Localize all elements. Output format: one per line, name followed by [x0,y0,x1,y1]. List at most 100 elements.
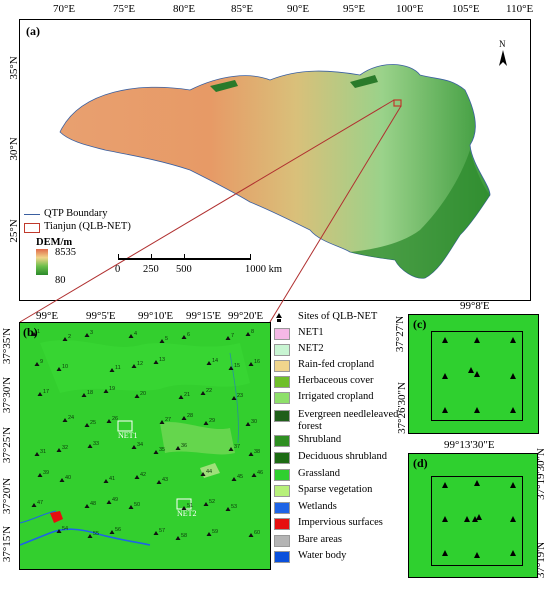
site-marker [56,529,62,533]
site-marker [175,446,181,450]
site-number: 29 [209,418,215,424]
lon-tick-75: 75°E [113,3,136,15]
site-marker [84,504,90,508]
north-arrow-icon [499,50,507,66]
site-number: 58 [181,533,187,539]
panel-c-map: (c) [408,314,539,434]
site-marker [59,478,65,482]
legend-swatch [274,344,290,356]
legend-label: Sparse vegetation [298,484,373,495]
site-number: 16 [254,359,260,365]
site-marker [134,394,140,398]
b-lon-1: 99°5'E [86,310,116,322]
panel-a-legend: QTP Boundary Tianjun (QLB-NET) DEM/m [24,208,164,268]
legend-label: NET2 [298,343,324,354]
legend-label: Herbaceous cover [298,375,374,386]
site-marker [181,335,187,339]
site-number: 35 [159,447,165,453]
site-number: 44 [206,469,212,475]
site-marker [56,448,62,452]
net1-label: NET1 [118,431,138,440]
site-number: 26 [112,416,118,422]
site-number: 9 [40,359,43,365]
site-marker [62,337,68,341]
legend-swatch [274,535,290,547]
site-number: 56 [115,527,121,533]
site-marker [245,422,251,426]
site-number: 17 [43,389,49,395]
site-marker [175,536,181,540]
site-number: 42 [140,472,146,478]
site-number: 2 [68,334,71,340]
site-marker [228,366,234,370]
site-marker [248,362,254,366]
panel-c-sites [442,337,516,413]
legend-label: Water body [298,550,347,561]
site-marker [103,479,109,483]
site-number: 24 [68,415,74,421]
c-lat-top: 37°27'N [394,315,406,353]
lon-tick-110: 110°E [506,3,534,15]
site-number: 48 [90,501,96,507]
legend-boundary-label: QTP Boundary [44,208,108,219]
site-marker [109,368,115,372]
site-marker [181,416,187,420]
scale-500: 500 [176,264,192,275]
legend-label: Sites of QLB-NET [298,311,378,322]
site-marker [225,336,231,340]
c-lon: 99°8'E [460,300,490,312]
site-number: 39 [43,470,49,476]
lon-tick-95: 95°E [343,3,366,15]
b-lat-2: 37°25'N [1,426,13,464]
b-lat-4: 37°15'N [1,525,13,563]
legend-swatch [274,376,290,388]
legend-swatch [274,551,290,563]
site-marker [87,534,93,538]
legend-label: Shrubland [298,434,342,445]
site-marker [159,420,165,424]
site-number: 10 [62,364,68,370]
site-number: 38 [254,449,260,455]
panel-b-label: (b) [23,325,38,339]
site-number: 6 [187,332,190,338]
site-marker [128,505,134,509]
site-marker [181,506,187,510]
site-marker [248,452,254,456]
lat-tick-35: 35°N [8,56,20,80]
lon-tick-70: 70°E [53,3,76,15]
site-number: 21 [184,392,190,398]
site-number: 33 [93,441,99,447]
site-number: 11 [115,365,121,371]
site-marker [109,530,115,534]
legend-label: Rain-fed cropland [298,359,375,370]
site-marker [225,507,231,511]
scale-250: 250 [143,264,159,275]
lon-tick-85: 85°E [231,3,254,15]
site-marker [31,332,37,336]
site-number: 31 [40,449,46,455]
site-marker [206,532,212,536]
site-number: 34 [137,442,143,448]
legend-swatch [274,518,290,530]
dem-max: 8535 [55,247,76,258]
site-marker [131,445,137,449]
site-number: 18 [87,390,93,396]
site-number: 36 [181,443,187,449]
panel-b-map: 1 2 3 4 5 6 7 8 9 10 11 12 13 14 15 16 17 18 19 20 21 22 23 24 2… [19,322,271,570]
site-number: 59 [212,529,218,535]
lon-tick-80: 80°E [173,3,196,15]
site-number: 13 [159,357,165,363]
site-number: 25 [90,420,96,426]
panel-d-label: (d) [413,456,428,470]
lat-tick-30: 30°N [8,137,20,161]
site-marker [203,421,209,425]
site-number: 45 [237,474,243,480]
site-number: 32 [62,445,68,451]
legend-label: Deciduous shrubland [298,451,387,462]
site-number: 30 [251,419,257,425]
site-number: 3 [90,330,93,336]
panel-a-label: (a) [26,24,40,38]
site-marker [106,500,112,504]
site-number: 8 [251,329,254,335]
